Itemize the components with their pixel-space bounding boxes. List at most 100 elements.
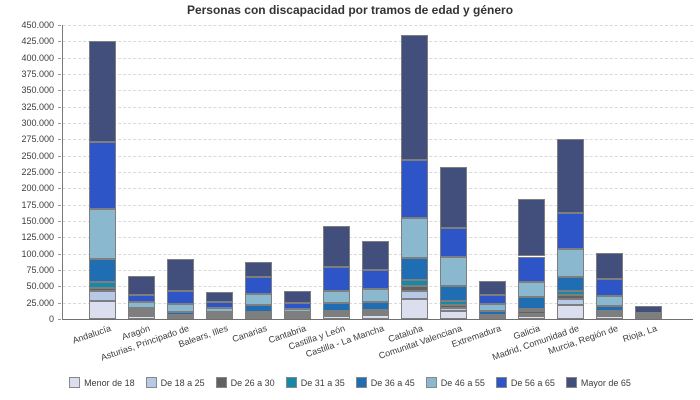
bar-segment-menor-de-18[interactable] xyxy=(401,298,428,319)
bar-segment-de-56-a-65[interactable] xyxy=(635,313,662,316)
bar-segment-menor-de-18[interactable] xyxy=(323,315,350,319)
legend-item[interactable]: De 26 a 30 xyxy=(215,377,275,388)
bar-segment-mayor-de-65[interactable] xyxy=(518,199,545,257)
legend-item[interactable]: Menor de 18 xyxy=(69,377,135,388)
bar-segment-de-36-a-45[interactable] xyxy=(479,311,506,315)
bar-segment-de-18-a-25[interactable] xyxy=(89,290,116,301)
bar-segment-de-18-a-25[interactable] xyxy=(557,298,584,305)
bar-segment-menor-de-18[interactable] xyxy=(128,315,155,319)
bar-segment-de-26-a-30[interactable] xyxy=(596,312,623,315)
bar-segment-mayor-de-65[interactable] xyxy=(440,166,467,229)
legend-item[interactable]: De 56 a 65 xyxy=(495,377,555,388)
bar-segment-de-46-a-55[interactable] xyxy=(167,303,194,312)
bar-segment-de-46-a-55[interactable] xyxy=(128,302,155,308)
bar-segment-de-26-a-30[interactable] xyxy=(479,315,506,318)
bar-segment-de-56-a-65[interactable] xyxy=(284,303,311,309)
bar-segment-mayor-de-65[interactable] xyxy=(401,34,428,161)
bar-segment-mayor-de-65[interactable] xyxy=(245,262,272,278)
bar-segment-de-26-a-30[interactable] xyxy=(245,312,272,315)
bar-segment-de-36-a-45[interactable] xyxy=(518,296,545,309)
bar-segment-de-26-a-30[interactable] xyxy=(128,311,155,314)
bar-segment-de-56-a-65[interactable] xyxy=(206,301,233,308)
bar-segment-de-18-a-25[interactable] xyxy=(128,313,155,316)
bar-segment-de-31-a-35[interactable] xyxy=(89,281,116,289)
bar-segment-de-46-a-55[interactable] xyxy=(89,209,116,259)
bar-segment-de-56-a-65[interactable] xyxy=(557,212,584,250)
bar-segment-de-18-a-25[interactable] xyxy=(245,314,272,317)
bar-segment-de-36-a-45[interactable] xyxy=(440,285,467,302)
bar-segment-de-56-a-65[interactable] xyxy=(128,295,155,303)
bar-segment-de-31-a-35[interactable] xyxy=(401,280,428,287)
bar-segment-de-56-a-65[interactable] xyxy=(440,228,467,258)
bar-segment-de-46-a-55[interactable] xyxy=(206,307,233,312)
bar-segment-mayor-de-65[interactable] xyxy=(284,290,311,304)
bar-segment-mayor-de-65[interactable] xyxy=(167,259,194,292)
legend-item[interactable]: De 18 a 25 xyxy=(145,377,205,388)
bar-segment-de-56-a-65[interactable] xyxy=(401,160,428,219)
bar-segment-menor-de-18[interactable] xyxy=(89,300,116,319)
bar-segment-de-31-a-35[interactable] xyxy=(440,301,467,306)
bar-segment-de-36-a-45[interactable] xyxy=(596,305,623,311)
bar-segment-de-46-a-55[interactable] xyxy=(245,293,272,305)
bar-segment-de-56-a-65[interactable] xyxy=(323,267,350,291)
bar-segment-menor-de-18[interactable] xyxy=(362,314,389,319)
bar-segment-menor-de-18[interactable] xyxy=(284,317,311,319)
bar-segment-de-36-a-45[interactable] xyxy=(323,302,350,311)
bar-segment-de-31-a-35[interactable] xyxy=(323,310,350,313)
bar-segment-de-26-a-30[interactable] xyxy=(557,294,584,299)
legend-item[interactable]: De 36 a 45 xyxy=(355,377,415,388)
legend-item[interactable]: De 46 a 55 xyxy=(425,377,485,388)
bar-segment-de-18-a-25[interactable] xyxy=(440,307,467,312)
bar-segment-de-36-a-45[interactable] xyxy=(128,307,155,311)
bar-segment-de-46-a-55[interactable] xyxy=(284,308,311,312)
bar-segment-de-31-a-35[interactable] xyxy=(596,310,623,313)
bar-segment-de-46-a-55[interactable] xyxy=(557,249,584,278)
bar-segment-mayor-de-65[interactable] xyxy=(596,253,623,279)
bar-segment-mayor-de-65[interactable] xyxy=(206,291,233,302)
bar-segment-de-18-a-25[interactable] xyxy=(362,312,389,315)
bar-segment-de-18-a-25[interactable] xyxy=(401,290,428,299)
bar-segment-de-56-a-65[interactable] xyxy=(518,256,545,283)
bar-segment-menor-de-18[interactable] xyxy=(596,316,623,319)
bar-segment-de-26-a-30[interactable] xyxy=(440,305,467,308)
bar-segment-de-56-a-65[interactable] xyxy=(479,294,506,304)
bar-segment-mayor-de-65[interactable] xyxy=(323,225,350,268)
bar-segment-menor-de-18[interactable] xyxy=(557,304,584,319)
bar-segment-de-36-a-45[interactable] xyxy=(362,301,389,310)
bar-segment-de-46-a-55[interactable] xyxy=(323,290,350,303)
bar-segment-de-26-a-30[interactable] xyxy=(89,288,116,291)
bar-segment-menor-de-18[interactable] xyxy=(245,316,272,319)
bar-segment-de-36-a-45[interactable] xyxy=(89,258,116,282)
bar-segment-de-31-a-35[interactable] xyxy=(518,308,545,312)
legend-item[interactable]: Mayor de 65 xyxy=(565,377,631,388)
bar-segment-de-56-a-65[interactable] xyxy=(245,277,272,294)
bar-segment-de-36-a-45[interactable] xyxy=(557,277,584,292)
bar-segment-mayor-de-65[interactable] xyxy=(479,281,506,295)
bar-segment-de-31-a-35[interactable] xyxy=(128,309,155,312)
bar-segment-mayor-de-65[interactable] xyxy=(557,139,584,213)
bar-segment-mayor-de-65[interactable] xyxy=(128,275,155,296)
bar-segment-de-36-a-45[interactable] xyxy=(245,304,272,312)
bar-segment-de-26-a-30[interactable] xyxy=(362,310,389,313)
bar-segment-menor-de-18[interactable] xyxy=(440,311,467,319)
bar-segment-de-36-a-45[interactable] xyxy=(167,311,194,315)
bar-segment-mayor-de-65[interactable] xyxy=(362,240,389,271)
bar-segment-de-46-a-55[interactable] xyxy=(440,257,467,286)
bar-segment-de-46-a-55[interactable] xyxy=(596,295,623,306)
bar-segment-mayor-de-65[interactable] xyxy=(635,306,662,313)
bar-segment-de-36-a-45[interactable] xyxy=(401,258,428,281)
legend-item[interactable]: De 31 a 35 xyxy=(285,377,345,388)
bar-segment-menor-de-18[interactable] xyxy=(518,315,545,319)
bar-segment-de-31-a-35[interactable] xyxy=(557,291,584,295)
bar-segment-mayor-de-65[interactable] xyxy=(89,40,116,142)
bar-segment-de-46-a-55[interactable] xyxy=(635,314,662,317)
bar-segment-de-56-a-65[interactable] xyxy=(89,141,116,210)
bar-segment-de-46-a-55[interactable] xyxy=(479,303,506,312)
bar-segment-de-18-a-25[interactable] xyxy=(596,314,623,317)
bar-segment-de-46-a-55[interactable] xyxy=(518,282,545,297)
bar-segment-de-46-a-55[interactable] xyxy=(401,218,428,259)
bar-segment-de-46-a-55[interactable] xyxy=(362,288,389,302)
bar-segment-de-26-a-30[interactable] xyxy=(206,313,233,317)
bar-segment-de-26-a-30[interactable] xyxy=(518,311,545,314)
bar-segment-de-18-a-25[interactable] xyxy=(518,313,545,316)
